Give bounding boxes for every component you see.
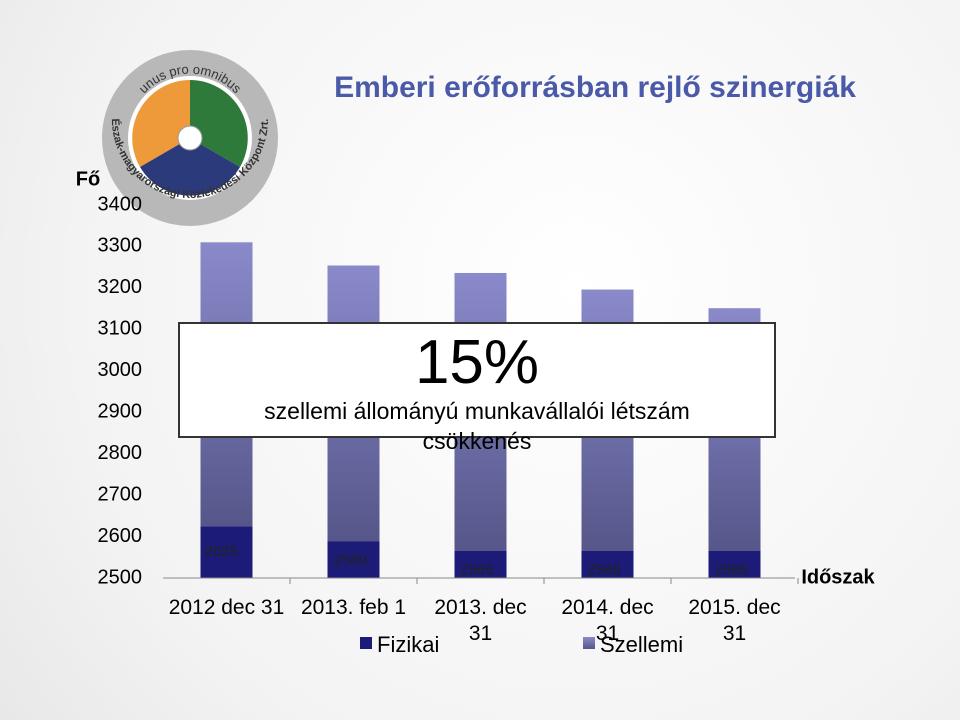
x-tick-label: 2015. dec 31 bbox=[688, 596, 781, 645]
annotation-text: szellemi állományú munkavállalói létszám… bbox=[264, 398, 690, 454]
annotation-box: 15% szellemi állományú munkavállalói lét… bbox=[178, 322, 776, 454]
data-label: 2566 bbox=[588, 562, 621, 579]
x-tick-label: 2014. dec 31 bbox=[561, 596, 654, 645]
data-label: 2566 bbox=[461, 562, 494, 579]
logo-sector bbox=[190, 80, 248, 167]
legend-label: Fizikai bbox=[377, 632, 439, 657]
logo: unus pro omnibus Észak-magyarországi Köz… bbox=[102, 50, 278, 226]
bar-segment bbox=[327, 541, 380, 578]
data-label: 2566 bbox=[715, 562, 748, 579]
y-tick-label: 3200 bbox=[98, 276, 143, 298]
data-label: 2589 bbox=[334, 552, 367, 569]
x-tick-label: 2013. dec 31 bbox=[434, 596, 527, 645]
y-tick-label: 3100 bbox=[98, 318, 143, 340]
y-tick-label: 3300 bbox=[98, 235, 143, 257]
y-tick-label: 2800 bbox=[98, 442, 143, 464]
data-label: 2625 bbox=[205, 543, 238, 560]
legend-swatch bbox=[583, 637, 595, 649]
y-tick-label: 2600 bbox=[98, 525, 143, 547]
bar-segment bbox=[708, 550, 761, 578]
y-tick-label: 2900 bbox=[98, 401, 143, 423]
x-tick-label: 2012 dec 31 bbox=[168, 596, 285, 619]
bar-segment bbox=[454, 550, 507, 578]
logo-sector bbox=[132, 80, 190, 167]
bar-segment bbox=[581, 550, 634, 578]
logo-sector bbox=[140, 138, 240, 196]
y-tick-label: 3000 bbox=[98, 359, 143, 381]
title: Emberi erőforrásban rejlő szinergiák bbox=[334, 71, 856, 104]
x-axis-label: Időszak bbox=[801, 566, 875, 588]
bar-segment bbox=[200, 526, 253, 578]
logo-hub bbox=[177, 125, 203, 151]
y-axis-label: Fő bbox=[76, 168, 100, 190]
y-tick-label: 2700 bbox=[98, 483, 143, 505]
annotation-headline: 15% bbox=[414, 328, 540, 397]
y-tick-label: 2500 bbox=[98, 566, 143, 588]
y-tick-label: 3400 bbox=[98, 193, 143, 215]
x-tick-label: 2013. feb 1 bbox=[300, 596, 407, 619]
legend-label: Szellemi bbox=[600, 632, 683, 657]
legend-swatch bbox=[360, 637, 372, 649]
